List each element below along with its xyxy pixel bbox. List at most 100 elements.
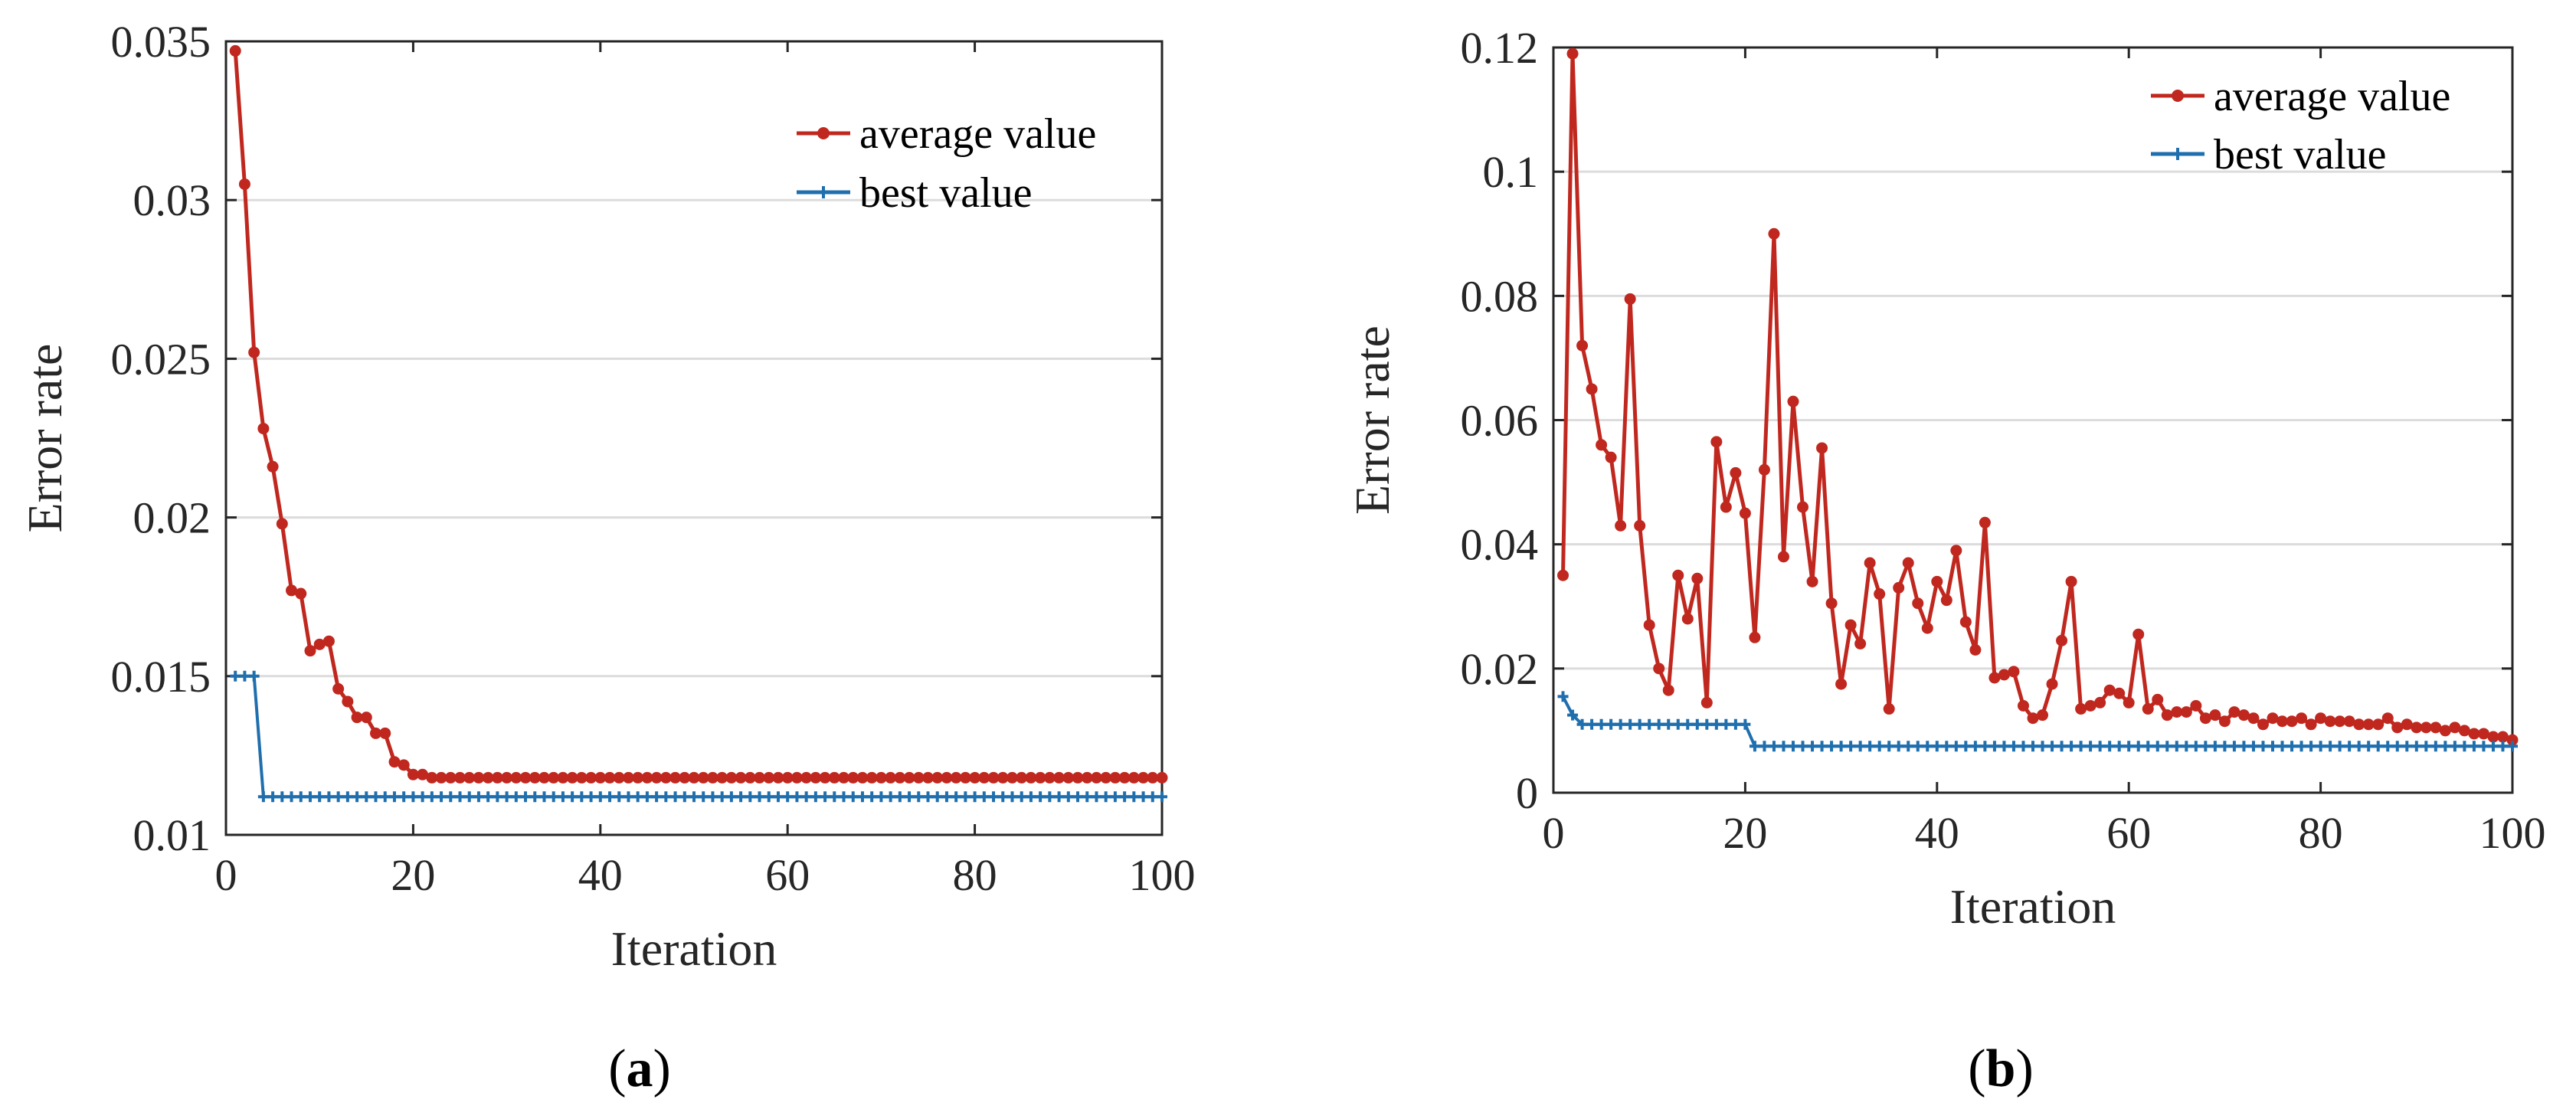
data-point (2162, 741, 2173, 752)
x-axis-label: Iteration (611, 921, 777, 976)
data-point (716, 771, 728, 784)
data-point (2018, 741, 2029, 752)
data-point (566, 771, 578, 784)
data-point (342, 695, 354, 708)
data-point (548, 771, 560, 784)
data-point (912, 771, 925, 784)
data-point (2401, 741, 2413, 752)
data-point (2228, 706, 2240, 718)
data-point (820, 791, 831, 803)
data-point (1874, 588, 1886, 600)
data-point (800, 791, 812, 803)
data-point (819, 771, 831, 784)
x-tick-label: 80 (2299, 808, 2343, 858)
data-point (1615, 718, 1626, 730)
data-point (856, 791, 868, 803)
data-point (632, 771, 644, 784)
data-point (1567, 709, 1579, 721)
data-point (257, 791, 269, 803)
data-point (332, 791, 344, 803)
data-point (2056, 634, 2068, 646)
data-point (2123, 741, 2135, 752)
data-point (875, 771, 887, 784)
data-point (1758, 463, 1770, 476)
data-point (2113, 741, 2125, 752)
data-point (295, 791, 306, 803)
data-point (2315, 741, 2326, 752)
data-point (622, 771, 634, 784)
data-point (267, 791, 279, 803)
data-point (1091, 791, 1102, 803)
data-point (997, 791, 1009, 803)
data-point (557, 791, 568, 803)
data-point (1701, 718, 1713, 730)
data-point (1864, 557, 1876, 569)
data-point (408, 791, 419, 803)
chart-panel-a: 0.01 0.015 0.02 0.025 0.03 0.035 0 20 40 60 80 100 I… (18, 17, 1196, 1098)
data-point (679, 791, 690, 803)
data-point (2027, 712, 2039, 725)
legend-swatch-marker (2172, 90, 2184, 102)
data-point (1816, 741, 1828, 752)
data-point (1788, 741, 1799, 752)
x-tick-label: 0 (1543, 808, 1565, 858)
data-point (2094, 741, 2106, 752)
data-point (230, 670, 241, 682)
data-point (1768, 741, 1779, 752)
data-point (941, 791, 952, 803)
data-point (314, 791, 326, 803)
data-point (2047, 741, 2058, 752)
data-point (445, 791, 457, 803)
data-point (1739, 507, 1751, 519)
data-point (1998, 669, 2010, 681)
data-point (304, 791, 316, 803)
data-point (1959, 616, 1972, 628)
data-point (2477, 728, 2489, 740)
data-point (1854, 637, 1867, 649)
data-point (1100, 771, 1112, 784)
data-point (1643, 619, 1655, 631)
data-point (978, 771, 990, 784)
y-tick-label: 0 (1516, 768, 1538, 818)
data-point (473, 771, 485, 784)
data-point (2401, 718, 2413, 731)
data-point (810, 791, 821, 803)
data-point (436, 791, 447, 803)
data-point (2065, 575, 2077, 587)
data-point (417, 768, 429, 780)
x-tick-label: 40 (578, 850, 623, 900)
data-point (1816, 442, 1828, 454)
data-point (1053, 791, 1065, 803)
data-point (454, 771, 466, 784)
x-tick-label: 100 (2479, 808, 2546, 858)
data-point (2152, 741, 2163, 752)
data-point (538, 771, 550, 784)
data-point (790, 771, 803, 784)
data-point (2430, 741, 2441, 752)
data-point (1759, 741, 1770, 752)
data-point (763, 791, 774, 803)
data-point (2449, 721, 2461, 734)
data-point (304, 645, 316, 657)
data-point (781, 771, 794, 784)
data-point (342, 791, 353, 803)
y-tick-label: 0.03 (133, 175, 211, 225)
data-point (295, 587, 307, 600)
data-point (2200, 741, 2211, 752)
data-point (248, 670, 260, 682)
data-point (361, 791, 372, 803)
data-point (2008, 666, 2020, 678)
data-point (2181, 741, 2192, 752)
data-point (894, 771, 906, 784)
data-point (2171, 706, 2183, 718)
data-point (623, 791, 634, 803)
data-point (594, 791, 606, 803)
data-point (1874, 741, 1885, 752)
data-point (904, 791, 915, 803)
data-point (2286, 715, 2298, 728)
data-point (1557, 569, 1569, 581)
data-point (322, 635, 335, 647)
data-point (2028, 741, 2038, 752)
data-point (229, 44, 241, 57)
y-tick-label: 0.015 (111, 652, 211, 702)
